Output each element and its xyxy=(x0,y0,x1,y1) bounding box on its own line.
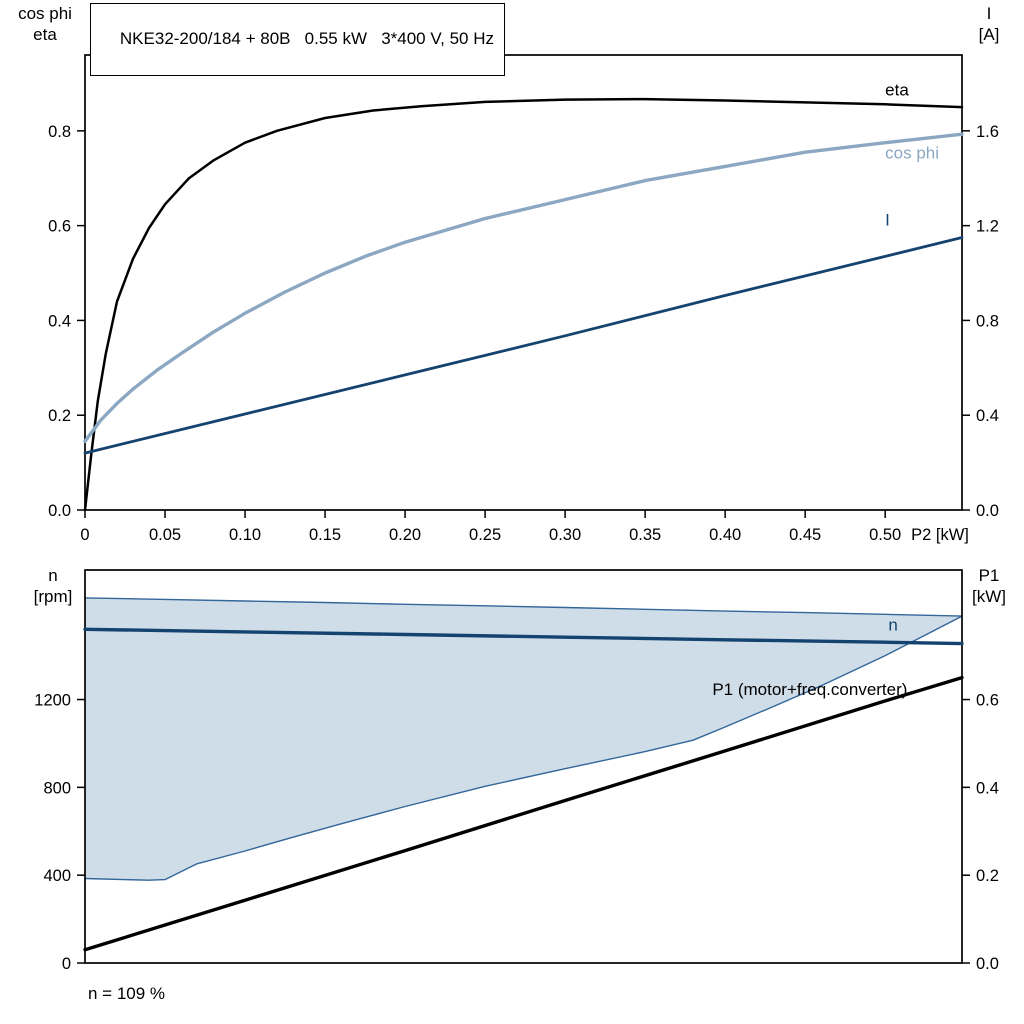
y-tick-label-left: 0.4 xyxy=(48,312,71,330)
x-tick-label: 0.50 xyxy=(869,526,901,544)
bottom-right-axis-title: P1 [kW] xyxy=(972,566,1006,606)
p1-motor-freq-converter-curve-label: P1 (motor+freq.converter) xyxy=(712,680,907,699)
y-tick-label-left: 0.2 xyxy=(48,407,71,425)
top-right-axis-title: I [A] xyxy=(978,4,1000,44)
eta-curve-label: eta xyxy=(885,80,909,99)
y-tick-label-right: 0.0 xyxy=(976,502,999,520)
x-tick-label: 0 xyxy=(80,526,89,544)
y-tick-label-left: 0 xyxy=(62,955,71,973)
cos-phi-curve-label: cos phi xyxy=(885,143,939,162)
x-tick-label: 0.30 xyxy=(549,526,581,544)
x-tick-label: 0.40 xyxy=(709,526,741,544)
p1-motor-freq-converter-curve xyxy=(83,675,964,952)
top-left-axis-title: cos phi eta xyxy=(18,4,72,44)
y-tick-label-right: 0.4 xyxy=(976,779,999,797)
y-tick-label-right: 0.4 xyxy=(976,407,999,425)
x-tick-label: 0.35 xyxy=(629,526,661,544)
x-axis-label: P2 [kW] xyxy=(911,526,969,544)
speed-control-range-upper-edge xyxy=(84,597,963,617)
y-tick-label-left: 0.6 xyxy=(48,218,71,236)
top-plot-frame xyxy=(84,54,963,511)
cos-phi-curve xyxy=(83,132,964,443)
bottom-left-axis-title: n [rpm] xyxy=(33,566,73,606)
chart-title: NKE32-200/184 + 80B 0.55 kW 3*400 V, 50 … xyxy=(119,29,494,48)
y-tick-label-left: 400 xyxy=(43,867,71,885)
x-tick-label: 0.15 xyxy=(309,526,341,544)
bottom-plot-frame xyxy=(84,569,963,964)
x-tick-label: 0.05 xyxy=(149,526,181,544)
y-tick-label-left: 0.8 xyxy=(48,123,71,141)
y-tick-label-right: 0.2 xyxy=(976,867,999,885)
x-tick-label: 0.25 xyxy=(469,526,501,544)
x-tick-label: 0.45 xyxy=(789,526,821,544)
y-tick-label-left: 1200 xyxy=(34,692,71,710)
y-tick-label-right: 0.6 xyxy=(976,692,999,710)
y-tick-label-right: 0.0 xyxy=(976,955,999,973)
eta-curve xyxy=(83,97,964,512)
y-tick-label-right: 1.6 xyxy=(976,123,999,141)
x-tick-label: 0.20 xyxy=(389,526,421,544)
y-tick-label-left: 800 xyxy=(43,779,71,797)
speed-control-range-area xyxy=(85,597,962,881)
i-curve xyxy=(83,236,964,455)
y-tick-label-right: 0.8 xyxy=(976,312,999,330)
i-curve-label: I xyxy=(885,211,890,230)
y-tick-label-right: 1.2 xyxy=(976,218,999,236)
chart-title-box: NKE32-200/184 + 80B 0.55 kW 3*400 V, 50 … xyxy=(90,3,505,76)
n-curve-label: n xyxy=(888,615,897,634)
x-tick-label: 0.10 xyxy=(229,526,261,544)
n-curve xyxy=(83,627,964,646)
y-tick-label-left: 0.0 xyxy=(48,502,71,520)
speed-percent-note: n = 109 % xyxy=(88,984,166,1003)
speed-control-range-lower-edge xyxy=(84,615,963,881)
